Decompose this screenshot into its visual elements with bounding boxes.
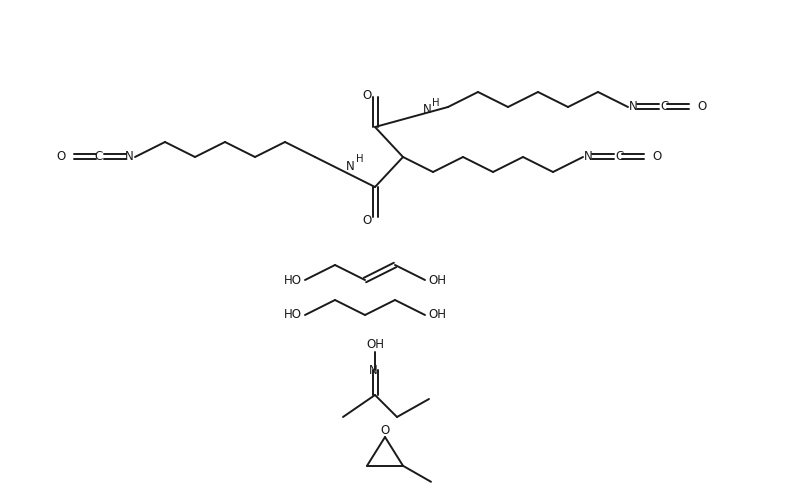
Text: N: N	[629, 100, 638, 114]
Text: O: O	[363, 213, 372, 227]
Text: H: H	[432, 98, 439, 108]
Text: N: N	[125, 151, 134, 164]
Text: H: H	[356, 154, 364, 164]
Text: C: C	[615, 151, 623, 164]
Text: O: O	[380, 423, 390, 437]
Text: N: N	[584, 151, 593, 164]
Text: N: N	[423, 104, 431, 117]
Text: N: N	[346, 160, 355, 172]
Text: O: O	[363, 89, 372, 102]
Text: O: O	[652, 151, 662, 164]
Text: HO: HO	[284, 274, 302, 287]
Text: OH: OH	[428, 274, 446, 287]
Text: C: C	[660, 100, 668, 114]
Text: O: O	[57, 151, 66, 164]
Text: HO: HO	[284, 308, 302, 322]
Text: O: O	[697, 100, 706, 114]
Text: C: C	[95, 151, 103, 164]
Text: OH: OH	[428, 308, 446, 322]
Text: N: N	[368, 365, 377, 377]
Text: OH: OH	[366, 338, 384, 352]
